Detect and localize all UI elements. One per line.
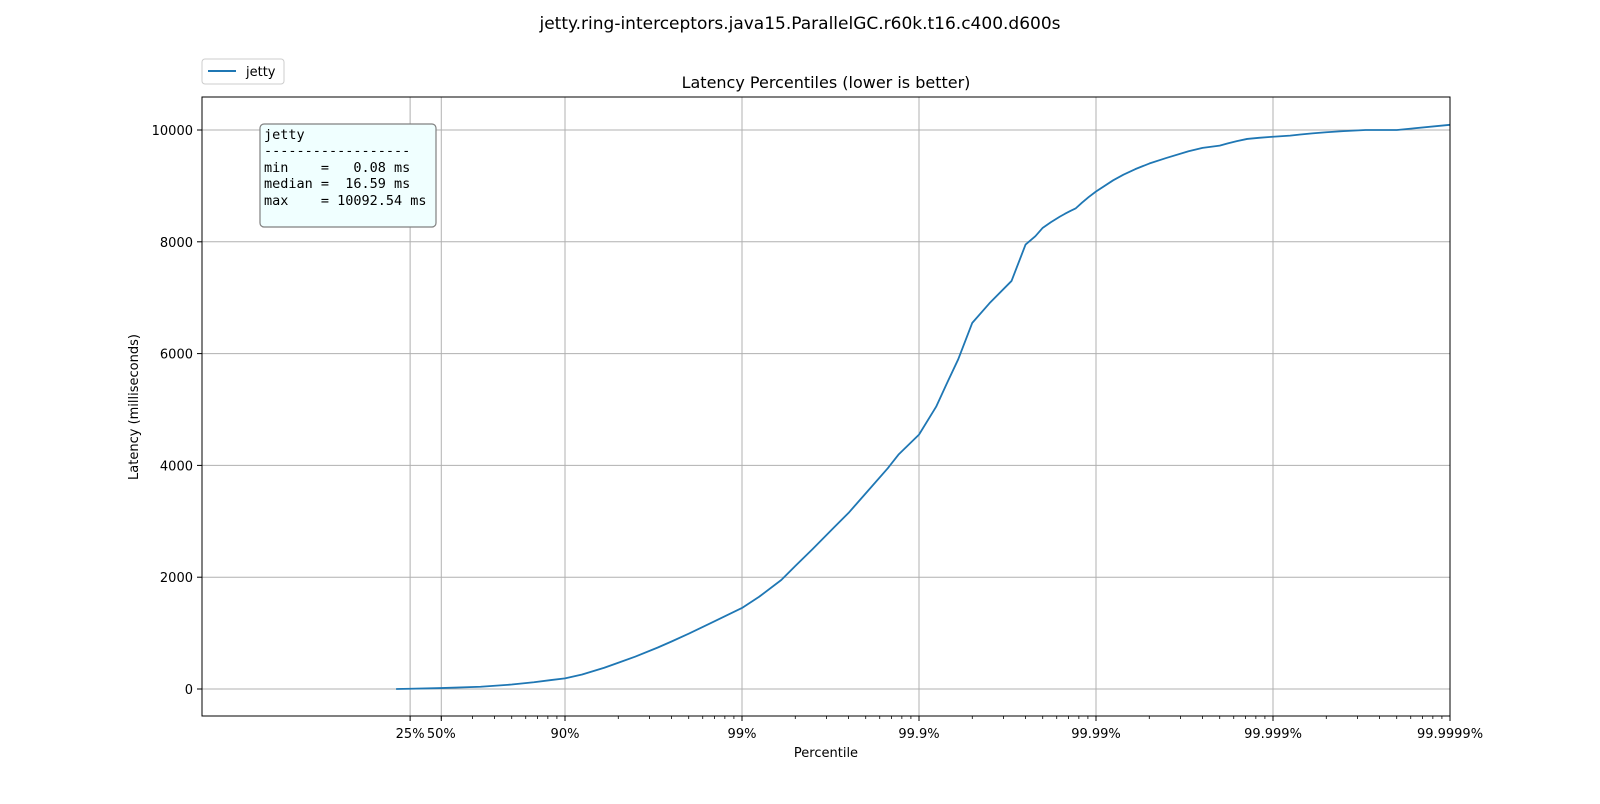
x-tick-label: 99.999% [1244,727,1302,742]
x-axis-ticks: 25% 50% 90% 99% 99.9% 99.99% 99.999% 99.9999% [396,716,1483,742]
stats-line-separator: ------------------ [264,143,410,159]
y-tick-label: 2000 [160,571,193,586]
x-tick-label: 99% [728,727,757,742]
plot-area-frame [201,96,1451,717]
x-tick-label: 50% [427,727,456,742]
x-tick-label: 99.9999% [1417,727,1483,742]
stats-line-median: median = 16.59 ms [264,176,410,192]
stats-line-name: jetty [264,127,305,143]
legend-label-jetty: jetty [245,65,276,80]
x-axis-label: Percentile [794,746,858,761]
legend: jetty [201,58,285,85]
y-tick-label: 4000 [160,459,193,474]
stats-box-frame [259,123,437,228]
x-tick-label: 99.9% [898,727,939,742]
stats-line-min: min = 0.08 ms [264,160,410,176]
x-tick-label: 25% [396,727,425,742]
y-axis-ticks: 0 2000 4000 6000 8000 10000 [152,124,202,698]
y-tick-label: 0 [185,683,193,698]
x-tick-label: 90% [551,727,580,742]
stats-line-max: max = 10092.54 ms [264,193,427,209]
y-tick-label: 10000 [152,124,193,139]
y-tick-label: 6000 [160,348,193,363]
grid-lines [202,97,1451,716]
series-line-jetty [396,123,1451,690]
plot-lines [396,123,1451,690]
legend-frame [201,58,285,85]
figure-title: jetty.ring-interceptors.java15.ParallelG… [538,14,1060,34]
x-tick-label: 99.99% [1071,727,1121,742]
stats-box: jetty ------------------ min = 0.08 ms m… [259,123,437,228]
chart-title: Latency Percentiles (lower is better) [682,73,971,92]
y-tick-label: 8000 [160,236,193,251]
y-axis-label: Latency (milliseconds) [127,334,142,480]
